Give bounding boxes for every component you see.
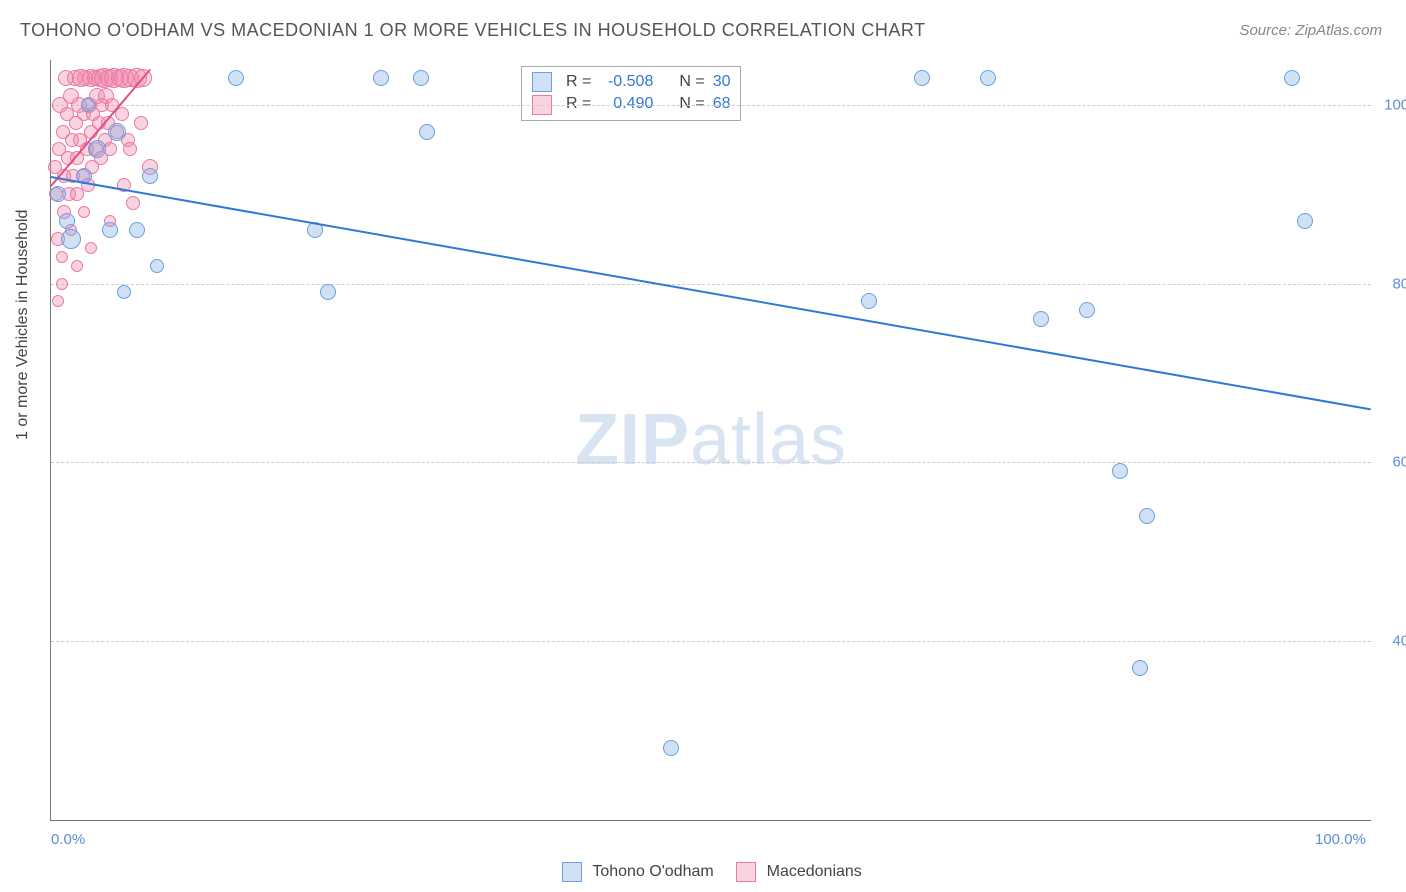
series-legend: Tohono O'odham Macedonians [0,862,1406,882]
tohono-point [419,124,435,140]
tohono-point [861,293,877,309]
macedonian-point [56,251,68,263]
chart-title: TOHONO O'ODHAM VS MACEDONIAN 1 OR MORE V… [20,20,926,41]
macedonian-point [126,196,140,210]
tohono-point [1132,660,1148,676]
gridline [51,641,1371,642]
r-value-tohono: -0.508 [599,71,653,93]
legend-label-tohono: Tohono O'odham [592,863,713,880]
tohono-point [1033,311,1049,327]
tohono-point [1284,70,1300,86]
tohono-trendline [51,176,1371,410]
swatch-macedonian-bottom [736,862,756,882]
macedonian-point [71,260,83,272]
plot-area: ZIPatlas R = -0.508 N = 30 R = 0.490 N =… [50,60,1371,821]
tohono-point [663,740,679,756]
tohono-point [142,168,158,184]
tohono-point [50,186,66,202]
r-prefix: R = [566,71,591,93]
y-tick-label: 40.0% [1379,633,1406,650]
source-label: Source: ZipAtlas.com [1239,22,1382,39]
tohono-point [1139,508,1155,524]
y-tick-label: 60.0% [1379,454,1406,471]
tohono-point [1297,213,1313,229]
macedonian-point [134,116,148,130]
tohono-point [1079,302,1095,318]
tohono-point [150,259,164,273]
macedonian-point [123,142,137,156]
tohono-point [228,70,244,86]
n-value-tohono: 30 [713,71,731,93]
y-tick-label: 100.0% [1379,96,1406,113]
tohono-point [1112,463,1128,479]
tohono-point [373,70,389,86]
tohono-point [980,70,996,86]
legend-label-macedonian: Macedonians [767,863,862,880]
tohono-point [129,222,145,238]
gridline [51,462,1371,463]
macedonian-point [56,278,68,290]
tohono-point [320,284,336,300]
tohono-point [108,123,126,141]
macedonian-point [85,242,97,254]
legend-row-tohono: R = -0.508 N = 30 [532,71,730,93]
tohono-point [914,70,930,86]
gridline [51,105,1371,106]
tohono-point [61,229,81,249]
correlation-legend: R = -0.508 N = 30 R = 0.490 N = 68 [521,66,741,121]
x-tick-label: 100.0% [1315,831,1366,848]
tohono-point [88,140,106,158]
swatch-tohono-bottom [562,862,582,882]
tohono-point [59,213,75,229]
tohono-point [413,70,429,86]
y-tick-label: 80.0% [1379,275,1406,292]
gridline [51,284,1371,285]
y-axis-label: 1 or more Vehicles in Household [14,210,32,440]
tohono-point [102,222,118,238]
tohono-point [117,285,131,299]
watermark: ZIPatlas [575,399,847,481]
tohono-point [81,98,95,112]
macedonian-point [78,206,90,218]
swatch-tohono [532,72,552,92]
n-prefix: N = [679,71,704,93]
x-tick-label: 0.0% [51,831,85,848]
macedonian-point [52,295,64,307]
